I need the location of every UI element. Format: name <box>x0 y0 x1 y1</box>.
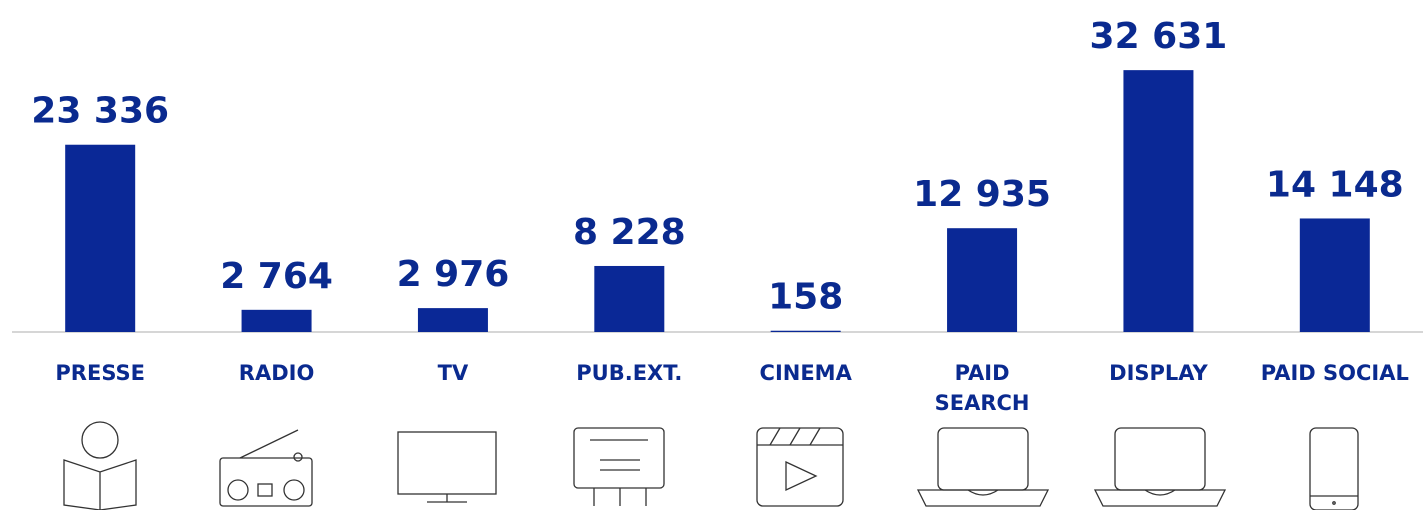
bar <box>947 228 1018 332</box>
value-label: 158 <box>768 277 843 318</box>
category-label: PUB.EXT. <box>576 361 683 385</box>
bar <box>1123 70 1194 332</box>
icon-presse <box>63 421 137 510</box>
category-label: TV <box>437 361 469 385</box>
bar <box>65 144 136 332</box>
bar <box>1299 218 1370 332</box>
category-label: DISPLAY <box>1109 361 1208 385</box>
value-label: 2 976 <box>397 254 510 295</box>
icon-tv <box>397 431 497 503</box>
icon-billboard <box>573 427 665 506</box>
value-label: 2 764 <box>220 256 333 297</box>
value-label: 12 935 <box>913 174 1051 215</box>
value-label: 8 228 <box>573 212 686 253</box>
value-label: 32 631 <box>1090 16 1228 57</box>
bar <box>241 309 312 332</box>
icon-radio <box>219 429 313 507</box>
bar <box>594 265 665 332</box>
icon-clapper <box>756 427 844 507</box>
category-label: PAID SOCIAL <box>1260 361 1409 385</box>
category-label: CINEMA <box>759 361 852 385</box>
category-label: PRESSE <box>55 361 145 385</box>
bar <box>770 330 841 332</box>
category-label: RADIO <box>238 361 315 385</box>
value-label: 14 148 <box>1266 164 1404 205</box>
icon-laptop <box>1093 427 1227 507</box>
icons <box>63 421 1359 510</box>
icon-phone <box>1309 427 1359 510</box>
icon-laptop <box>916 427 1050 507</box>
category-label: PAID SEARCH <box>934 361 1030 415</box>
value-label: 23 336 <box>31 91 169 132</box>
bar <box>417 308 488 332</box>
